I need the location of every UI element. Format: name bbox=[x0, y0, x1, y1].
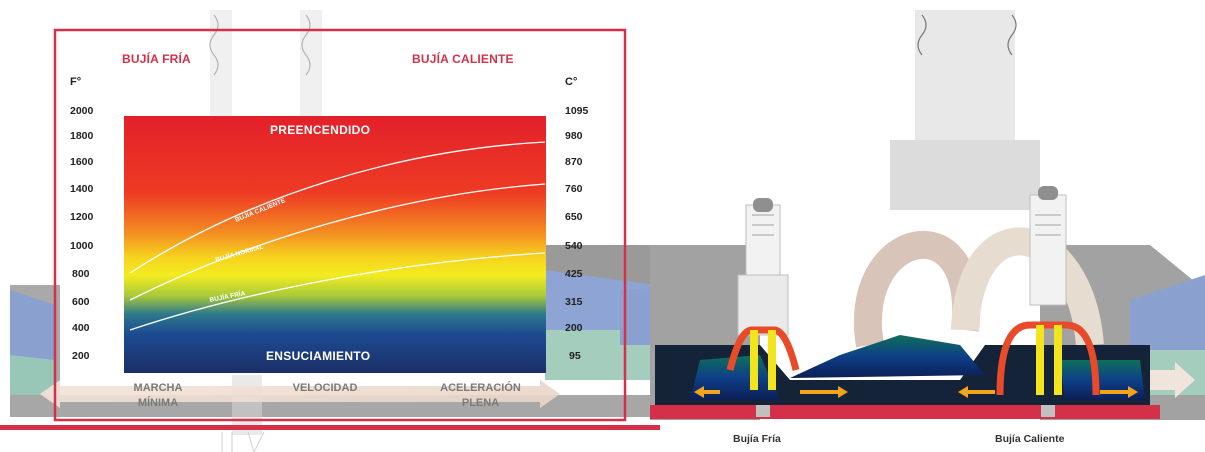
bottom-red-line bbox=[0, 425, 660, 430]
cold-spark-plug bbox=[694, 198, 848, 417]
x-label-idle-line2: MÍNIMA bbox=[137, 397, 179, 409]
label-hot-plug: Bujía Caliente bbox=[995, 433, 1065, 445]
tick-f: 1000 bbox=[70, 240, 94, 252]
engine-cross-section-right bbox=[650, 10, 1205, 420]
curve-hot-plug bbox=[129, 141, 546, 274]
x-axis-arrow bbox=[40, 380, 560, 408]
zone-preignition-label: PREENCENDIDO bbox=[270, 123, 371, 137]
tick-f: 1200 bbox=[70, 211, 94, 223]
header-hot-plug: BUJÍA CALIENTE bbox=[412, 52, 514, 66]
tick-f: 400 bbox=[72, 322, 90, 334]
tick-c: 315 bbox=[565, 296, 583, 308]
x-label-full-line1: ACELERACIÓN bbox=[440, 382, 521, 394]
tick-f: 1800 bbox=[70, 130, 94, 142]
tick-c: 760 bbox=[565, 183, 583, 195]
tick-f: 1600 bbox=[70, 156, 94, 168]
x-label-full-line2: PLENA bbox=[461, 397, 500, 409]
x-label-speed: VELOCIDAD bbox=[292, 382, 358, 394]
label-cold-plug: Bujía Fría bbox=[733, 433, 781, 445]
tick-c: 540 bbox=[565, 240, 583, 252]
tick-c: 200 bbox=[565, 322, 583, 334]
tick-f: 200 bbox=[72, 350, 90, 362]
curve-cold-plug bbox=[129, 252, 546, 331]
x-label-idle-line1: MARCHA bbox=[133, 382, 183, 394]
tick-c: 425 bbox=[565, 268, 583, 280]
unit-fahrenheit: F° bbox=[70, 76, 82, 88]
x-label-full: ACELERACIÓN PLENA bbox=[428, 381, 533, 411]
tick-c: 1095 bbox=[565, 105, 589, 117]
tick-f: 800 bbox=[72, 268, 90, 280]
tick-c: 980 bbox=[565, 130, 583, 142]
tick-f: 2000 bbox=[70, 105, 94, 117]
tick-c: 95 bbox=[569, 350, 581, 362]
tick-f: 1400 bbox=[70, 183, 94, 195]
tick-c: 650 bbox=[565, 211, 583, 223]
unit-celsius: C° bbox=[565, 76, 578, 88]
heat-chart bbox=[40, 28, 627, 422]
zone-fouling-label: ENSUCIAMIENTO bbox=[266, 349, 371, 363]
header-cold-plug: BUJÍA FRÍA bbox=[122, 52, 191, 66]
heat-gradient bbox=[124, 116, 546, 373]
tick-c: 870 bbox=[565, 156, 583, 168]
chart-frame bbox=[53, 28, 627, 422]
x-label-idle: MARCHA MÍNIMA bbox=[118, 381, 198, 411]
tick-f: 600 bbox=[72, 296, 90, 308]
curve-normal-plug bbox=[129, 183, 546, 301]
hot-spark-plug bbox=[958, 186, 1195, 417]
